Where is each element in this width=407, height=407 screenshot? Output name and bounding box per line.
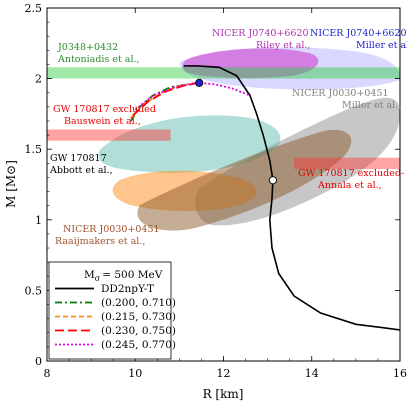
y-tick-label: 0 <box>35 355 42 368</box>
y-tick-label: 2 <box>35 73 42 86</box>
annotation-miller-j0030: NICER J0030+0451 Miller et al., <box>292 88 401 111</box>
x-tick-label: 14 <box>305 367 319 380</box>
legend-label-4: (0.245, 0.770) <box>101 339 176 351</box>
band-gw170817-right <box>294 157 400 169</box>
band-j0348 <box>47 67 400 79</box>
y-axis-title: M [M⊙] <box>4 160 18 208</box>
annotation-abbott: GW 170817 Abbott et al., <box>49 153 113 176</box>
annotations: J0348+0432 Antoniadis et al., NICER J0740… <box>49 28 407 247</box>
annotation-annala: GW 170817 excluded-Annala et al., <box>298 168 404 191</box>
legend-label-3: (0.230, 0.750) <box>101 325 176 337</box>
annotation-antoniadis: J0348+0432 Antoniadis et al., <box>57 42 140 65</box>
legend-label-0: DD2npY-T <box>101 283 154 295</box>
region-raaijmakers-brown <box>137 129 352 231</box>
annotation-bauswein: GW 170817 excluded Bauswein et al., <box>53 104 156 127</box>
region-riley-j0740 <box>182 48 319 79</box>
annotation-riley: NICER J0740+6620 Riley et al., <box>212 28 310 51</box>
band-gw170817-left <box>47 129 171 141</box>
y-tick-label: 1.5 <box>25 143 43 156</box>
legend-label-1: (0.200, 0.710) <box>101 297 176 309</box>
x-axis-title: R [km] <box>203 387 244 401</box>
legend-box <box>48 261 172 360</box>
legend: Mσ = 500 MeV DD2npY-T (0.200, 0.710) (0.215… <box>48 261 176 360</box>
region-abbott-gw170817 <box>98 115 281 173</box>
open-circle-marker <box>268 176 277 185</box>
x-tick-label: 12 <box>217 367 231 380</box>
legend-title: Mσ = 500 MeV <box>84 269 163 283</box>
y-tick-label: 2.5 <box>25 2 43 15</box>
y-tick-label: 1 <box>35 214 42 227</box>
x-tick-label: 10 <box>128 367 142 380</box>
y-tick-label: 0.5 <box>25 284 43 297</box>
annotation-raaijmakers: NICER J0030+0451 Raaijmakers et al., <box>55 224 160 247</box>
x-tick-label: 8 <box>44 367 51 380</box>
maximum-mass-marker <box>195 78 204 87</box>
legend-label-2: (0.215, 0.730) <box>101 311 176 323</box>
x-tick-label: 16 <box>393 367 407 380</box>
